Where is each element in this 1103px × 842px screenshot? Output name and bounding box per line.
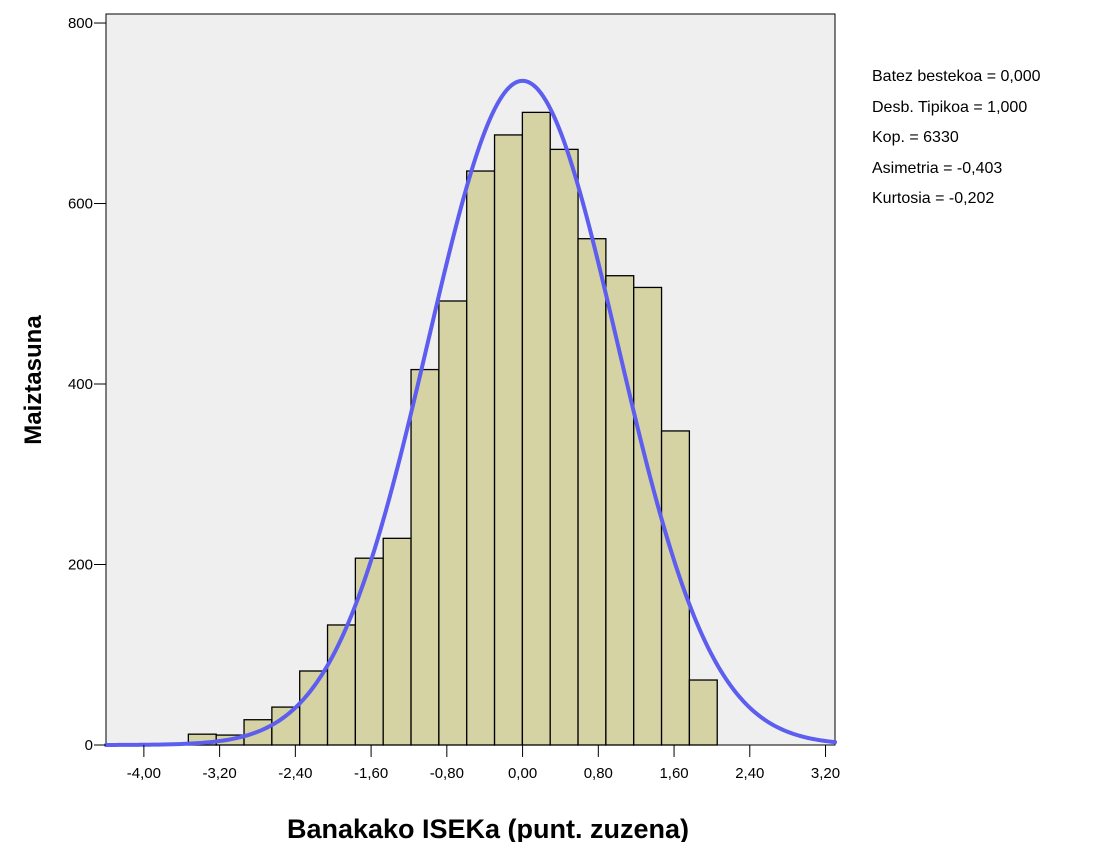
histogram-bar: [438, 300, 468, 746]
histogram-bar: [688, 679, 718, 746]
stat-count: Kop. = 6330: [872, 129, 959, 146]
stat-mean: Batez bestekoa = 0,000: [872, 68, 1041, 85]
histogram-bar: [410, 368, 440, 746]
normal-curve-line: [104, 78, 837, 747]
stat-skewness: Asimetria = -0,403: [872, 159, 1003, 177]
x-tick-label: -3,20: [203, 765, 237, 782]
histogram-bar: [326, 624, 357, 746]
y-tick-label: 0: [85, 737, 93, 754]
x-tick-label: 3,20: [811, 765, 840, 782]
histogram-bar: [382, 537, 412, 746]
histogram-bar: [299, 670, 329, 746]
y-tick-label: 800: [68, 15, 93, 32]
histogram-bar: [577, 238, 607, 746]
x-tick-label: -4,00: [127, 765, 161, 782]
x-tick-label: -1,60: [354, 765, 388, 782]
histogram-bar: [493, 134, 524, 746]
y-tick-label: 400: [68, 376, 93, 393]
statistics-panel: Batez bestekoa = 0,000 Desb. Tipikoa = 1…: [872, 62, 1041, 215]
y-axis: 0 200 400 600 800: [68, 15, 106, 754]
histogram-bar: [354, 557, 384, 746]
histogram-bar: [521, 111, 551, 746]
histogram-bar: [549, 148, 579, 746]
y-tick-label: 200: [68, 557, 93, 574]
y-tick-label: 600: [68, 196, 93, 213]
x-tick-label: -2,40: [278, 765, 312, 782]
stat-kurtosis: Kurtosia = -0,202: [872, 190, 995, 207]
histogram-bar: [271, 706, 301, 746]
histogram-bar: [466, 170, 496, 746]
bars-layer: [187, 111, 718, 746]
x-tick-label: -0,80: [430, 765, 464, 782]
x-axis: -4,00 -3,20 -2,40 -1,60 -0,80 0,00 0,80 1,60 2,4…: [127, 745, 840, 782]
x-tick-label: 2,40: [735, 765, 764, 782]
histogram-bar: [633, 286, 663, 746]
x-axis-label: Banakako ISEKa (punt. zuzena): [287, 814, 689, 842]
x-tick-label: 0,80: [584, 765, 613, 782]
y-axis-label: Maiztasuna: [20, 315, 47, 445]
x-tick-label: 0,00: [508, 765, 537, 782]
x-tick-label: 1,60: [659, 765, 688, 782]
stat-std-dev: Desb. Tipikoa = 1,000: [872, 98, 1028, 116]
